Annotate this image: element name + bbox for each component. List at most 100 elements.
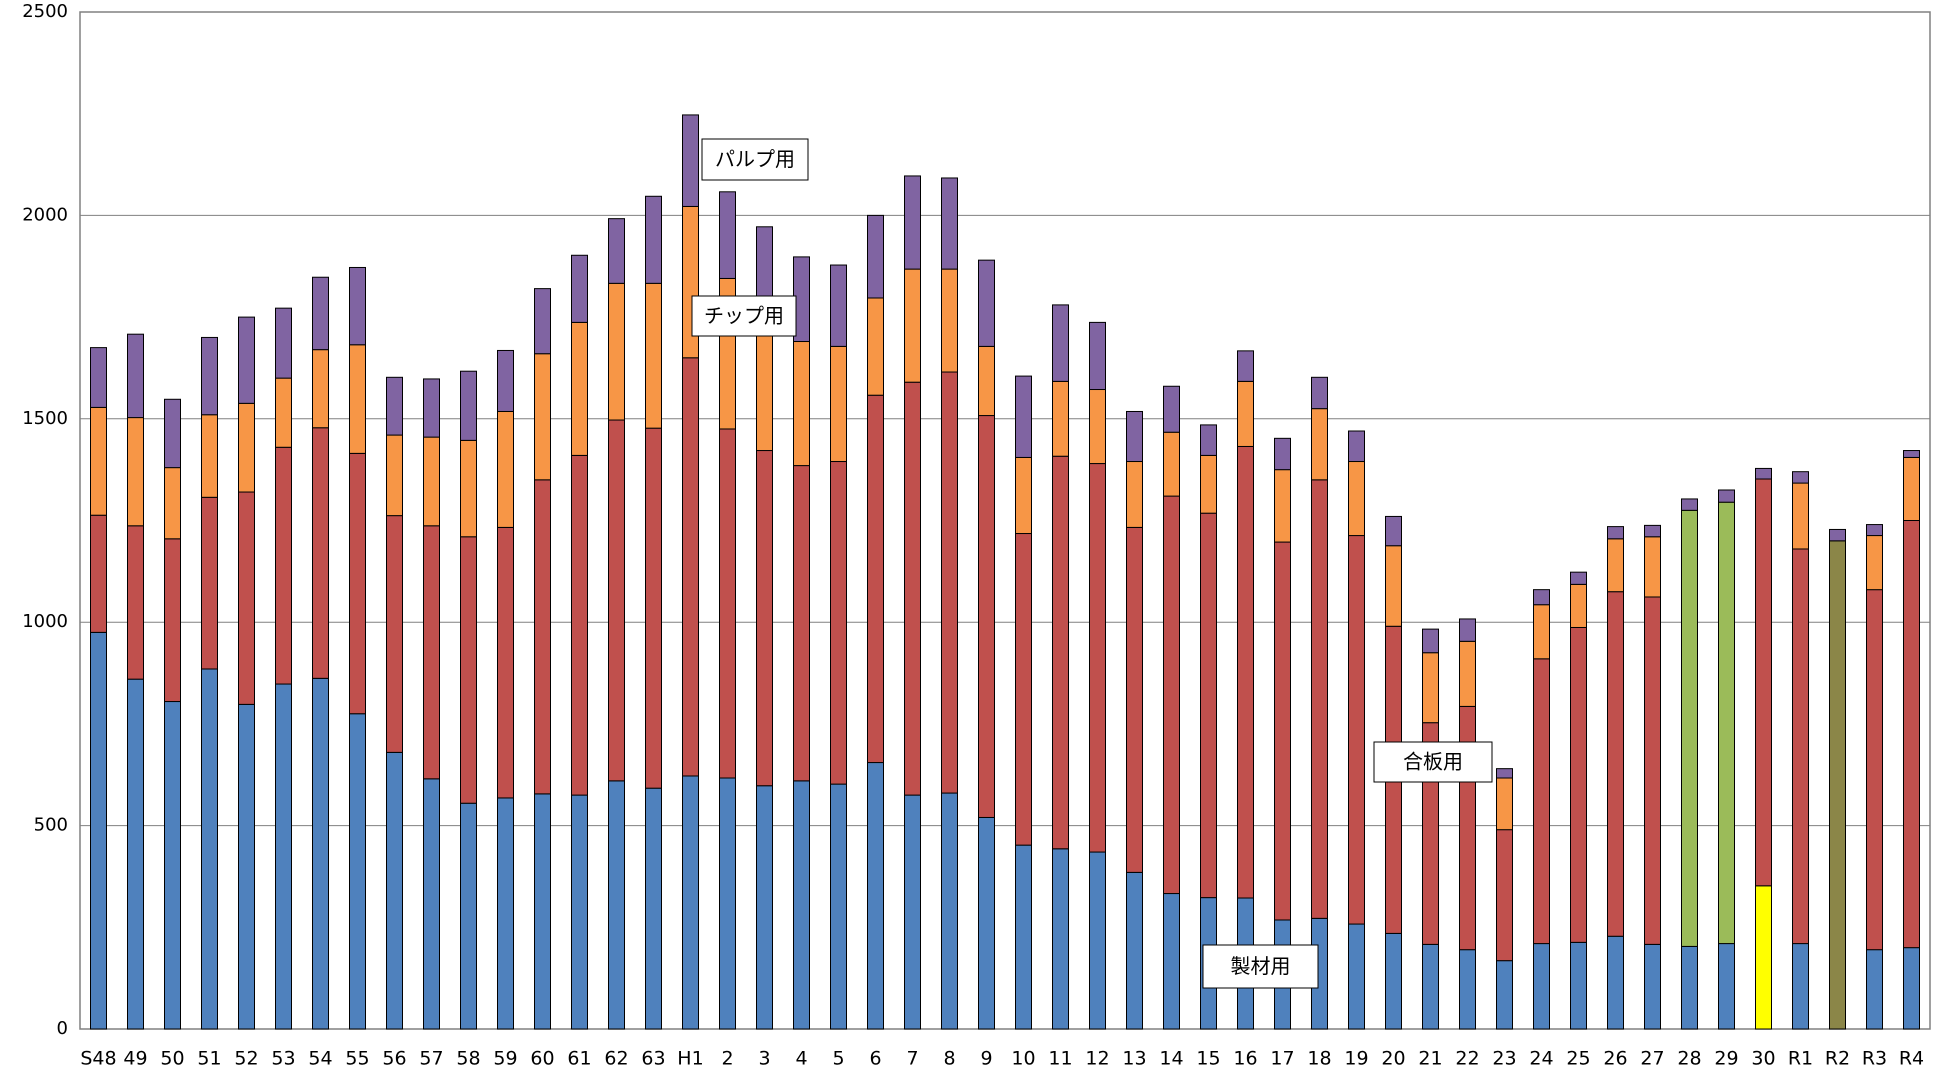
x-tick-label: 59 (493, 1048, 517, 1070)
bar-segment (1792, 548, 1809, 945)
y-tick-label: 2000 (22, 204, 68, 225)
bar-segment (1459, 618, 1476, 642)
x-tick-label: 6 (869, 1048, 881, 1070)
bar-segment (1274, 437, 1291, 471)
bar-segment (386, 376, 403, 436)
bar-segment (497, 349, 514, 412)
bar-segment (645, 427, 662, 789)
y-tick-label: 1000 (22, 611, 68, 632)
bar-segment (1274, 541, 1291, 921)
bar-segment (1792, 471, 1809, 484)
x-tick-label: 58 (456, 1048, 480, 1070)
bar-segment (904, 794, 921, 1030)
x-tick-label: R3 (1862, 1048, 1887, 1070)
bar-segment (423, 525, 440, 780)
bar-segment (164, 467, 181, 540)
x-tick-label: 10 (1011, 1048, 1035, 1070)
bar-segment (1089, 851, 1106, 1030)
bar-segment (719, 428, 736, 779)
bar-segment (1792, 482, 1809, 550)
bar-segment (1089, 463, 1106, 853)
bar-segment (756, 326, 773, 452)
bar-segment (90, 347, 107, 408)
bar-segment (682, 357, 699, 777)
bar-segment (1274, 469, 1291, 543)
bar-segment (1385, 932, 1402, 1030)
bar-segment (793, 341, 810, 467)
x-tick-label: 56 (382, 1048, 406, 1070)
x-tick-label: 19 (1344, 1048, 1368, 1070)
x-tick-label: 5 (832, 1048, 844, 1070)
bar-segment (1200, 424, 1217, 456)
bar-segment (1681, 945, 1698, 1030)
bar-segment (1533, 604, 1550, 660)
bar-segment (534, 479, 551, 795)
x-tick-label: 50 (160, 1048, 184, 1070)
bar-segment (1755, 467, 1772, 480)
bar-segment (1163, 495, 1180, 895)
bar-segment (1015, 375, 1032, 458)
bar-segment (1681, 509, 1698, 947)
bar-segment (1052, 304, 1069, 382)
bar-segment (1348, 461, 1365, 537)
bar-segment (682, 114, 699, 207)
x-tick-label: 24 (1529, 1048, 1553, 1070)
bar-segment (1089, 389, 1106, 465)
bar-segment (127, 417, 144, 527)
x-tick-label: 3 (758, 1048, 770, 1070)
bar-segment (978, 345, 995, 417)
bar-segment (645, 282, 662, 429)
bar-segment (608, 419, 625, 782)
x-tick-label: 17 (1270, 1048, 1294, 1070)
x-tick-label: 20 (1381, 1048, 1405, 1070)
bar-segment (164, 701, 181, 1030)
x-tick-label: S48 (80, 1048, 116, 1070)
bar-segment (1607, 526, 1624, 540)
bar-segment (1644, 524, 1661, 538)
bar-segment (608, 282, 625, 421)
x-tick-label: 53 (271, 1048, 295, 1070)
bar-segment (1533, 589, 1550, 606)
y-tick-label: 0 (57, 1018, 68, 1039)
bar-segment (423, 378, 440, 438)
bar-segment (941, 371, 958, 794)
x-tick-label: 7 (906, 1048, 918, 1070)
bar-segment (349, 344, 366, 454)
bar-segment (1348, 430, 1365, 463)
bar-segment (978, 259, 995, 347)
series-label-box (701, 138, 809, 181)
bar-segment (460, 536, 477, 804)
bar-segment (423, 436, 440, 527)
x-tick-label: R2 (1825, 1048, 1850, 1070)
bar-segment (1089, 321, 1106, 391)
bar-segment (1163, 431, 1180, 497)
bar-segment (978, 816, 995, 1030)
bar-segment (1755, 478, 1772, 887)
bar-segment (904, 381, 921, 796)
bar-segment (867, 297, 884, 396)
bar-segment (1866, 535, 1883, 591)
bar-segment (275, 446, 292, 685)
x-tick-label: 22 (1455, 1048, 1479, 1070)
bar-segment (534, 353, 551, 481)
bar-segment (349, 452, 366, 715)
x-tick-label: 2 (721, 1048, 733, 1070)
x-tick-label: 18 (1307, 1048, 1331, 1070)
bar-segment (1422, 943, 1439, 1030)
x-tick-label: R1 (1788, 1048, 1813, 1070)
bar-segment (1052, 455, 1069, 850)
bar-segment (1496, 960, 1513, 1030)
bar-segment (1126, 410, 1143, 463)
bar-segment (127, 678, 144, 1030)
series-label-box (691, 295, 797, 337)
bar-segment (1200, 454, 1217, 514)
bar-segment (1422, 652, 1439, 724)
x-tick-label: 55 (345, 1048, 369, 1070)
bar-segment (497, 410, 514, 528)
series-label-box (1202, 944, 1319, 989)
x-tick-label: 23 (1492, 1048, 1516, 1070)
bar-segment (1681, 498, 1698, 511)
bar-segment (1348, 535, 1365, 925)
bar-segment (1607, 591, 1624, 937)
bar-segment (312, 427, 329, 679)
